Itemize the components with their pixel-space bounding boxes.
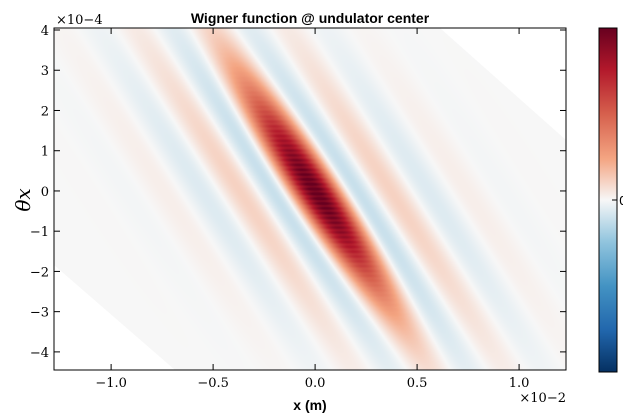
- heatmap-object: [54, 28, 566, 370]
- y-tick-label: −3: [30, 306, 49, 321]
- x-tick-label: 0.5: [407, 376, 428, 391]
- y-tick-label: −4: [30, 346, 49, 361]
- y-tick-label: 1: [41, 145, 49, 160]
- x-axis-ticks: −1.0 −0.5 0.0 0.5 1.0: [95, 28, 529, 391]
- x-tick-label: −0.5: [197, 376, 229, 391]
- heatmap-canvas: [54, 28, 566, 370]
- x-axis-label: x (m): [293, 397, 326, 413]
- y-axis-label: θx: [11, 188, 35, 211]
- x-tick-label: 0.0: [305, 376, 326, 391]
- plot-frame: [53, 27, 567, 371]
- x-axis-multiplier: ×10−2: [519, 391, 566, 406]
- x-tick-label: 1.0: [509, 376, 530, 391]
- y-tick-label: 0: [41, 185, 49, 200]
- y-tick-label: 4: [41, 24, 49, 39]
- heatmap-layer: [54, 28, 566, 370]
- x-tick-label: −1.0: [95, 376, 127, 391]
- y-axis-ticks: −4 −3 −2 −1 0 1 2 3 4: [30, 24, 566, 361]
- domain-mask-bottom-left: [54, 265, 175, 370]
- y-tick-label: 3: [41, 64, 49, 79]
- y-tick-label: −1: [30, 225, 49, 240]
- y-tick-label: 2: [41, 104, 49, 119]
- colorbar-tick-label: 0: [619, 194, 623, 208]
- y-tick-label: −2: [30, 265, 49, 280]
- y-axis-multiplier: ×10−4: [56, 13, 103, 28]
- chart-title: Wigner function @ undulator center: [191, 10, 430, 26]
- domain-mask-top-right: [440, 28, 566, 140]
